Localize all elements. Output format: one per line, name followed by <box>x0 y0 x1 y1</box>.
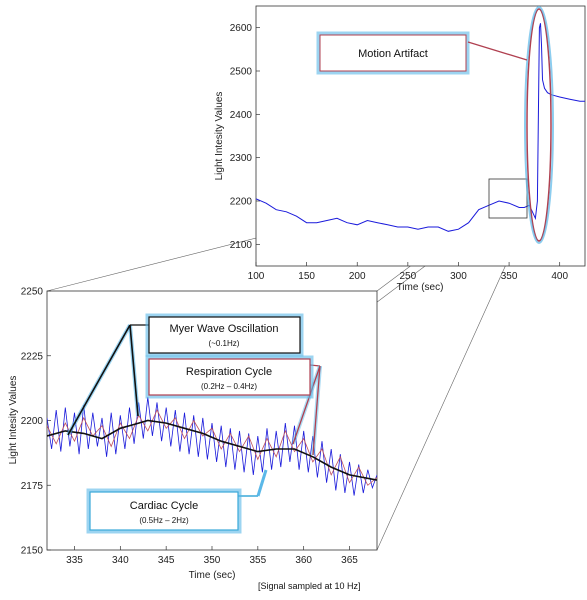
top-y-tick-label: 2200 <box>230 197 253 208</box>
bottom-y-tick-label: 2250 <box>21 287 44 298</box>
bottom-x-tick-label: 350 <box>204 555 221 566</box>
respiration-subtitle: (0.2Hz – 0.4Hz) <box>201 382 257 391</box>
bottom-x-tick-label: 335 <box>66 555 83 566</box>
bottom-y-tick-label: 2225 <box>21 351 44 362</box>
bottom-x-tick-label: 360 <box>295 555 312 566</box>
myer-title: Myer Wave Oscillation <box>169 323 278 335</box>
bottom-x-tick-label: 340 <box>112 555 129 566</box>
top-x-tick-label: 300 <box>450 271 467 282</box>
top-x-tick-label: 100 <box>248 271 265 282</box>
top-chart: 100 150 200 250 300 350 400 2100 2200 2300 2400 250… <box>214 5 586 293</box>
top-y-axis-label: Light Intesity Values <box>214 92 225 181</box>
top-raw-signal-line <box>255 23 585 232</box>
bottom-x-tick-label: 355 <box>249 555 266 566</box>
top-x-tick-label: 150 <box>298 271 315 282</box>
top-y-tick-label: 2300 <box>230 153 253 164</box>
top-x-axis-label: Time (sec) <box>397 282 444 293</box>
sampling-footnote: [Signal sampled at 10 Hz] <box>258 581 361 591</box>
top-y-tick-label: 2600 <box>230 23 253 34</box>
bottom-y-tick-label: 2150 <box>21 546 44 557</box>
respiration-callout: Respiration Cycle (0.2Hz – 0.4Hz) <box>145 355 322 456</box>
bottom-y-tick-label: 2200 <box>21 416 44 427</box>
myer-callout: Myer Wave Oscillation (~0.1Hz) <box>66 313 304 436</box>
top-axis-ticks: 100 150 200 250 300 350 400 2100 2200 2300 2400 250… <box>230 23 569 282</box>
motion-artifact-glow <box>524 6 554 244</box>
top-x-tick-label: 250 <box>400 271 417 282</box>
motion-artifact-callout: Motion Artifact <box>316 31 528 75</box>
cardiac-title: Cardiac Cycle <box>130 500 198 512</box>
respiration-line <box>47 409 377 486</box>
top-y-tick-label: 2400 <box>230 110 253 121</box>
respiration-title: Respiration Cycle <box>186 366 272 378</box>
bottom-x-tick-label: 345 <box>158 555 175 566</box>
cardiac-subtitle: (0.5Hz – 2Hz) <box>139 516 189 525</box>
bottom-chart: 335 340 345 350 355 360 365 2150 2175 2200 2225 225… <box>8 287 378 581</box>
top-y-tick-label: 2500 <box>230 67 253 78</box>
top-x-tick-label: 400 <box>551 271 568 282</box>
bottom-x-axis-label: Time (sec) <box>189 570 236 581</box>
motion-artifact-label: Motion Artifact <box>358 48 428 60</box>
top-y-tick-label: 2100 <box>230 240 253 251</box>
motion-artifact-highlight <box>526 8 552 242</box>
zoom-region-box <box>488 178 528 219</box>
top-x-tick-label: 200 <box>349 271 366 282</box>
raw-signal-line <box>47 397 377 496</box>
bottom-y-axis-label: Light Intesity Values <box>8 376 19 465</box>
cardiac-callout: Cardiac Cycle (0.5Hz – 2Hz) <box>86 469 268 534</box>
myer-wave-line <box>47 419 377 481</box>
bottom-y-tick-label: 2175 <box>21 481 44 492</box>
top-x-tick-label: 350 <box>501 271 518 282</box>
bottom-axis-ticks: 335 340 345 350 355 360 365 2150 2175 2200 2225 225… <box>21 287 359 567</box>
myer-subtitle: (~0.1Hz) <box>209 339 240 348</box>
bottom-x-tick-label: 365 <box>341 555 358 566</box>
